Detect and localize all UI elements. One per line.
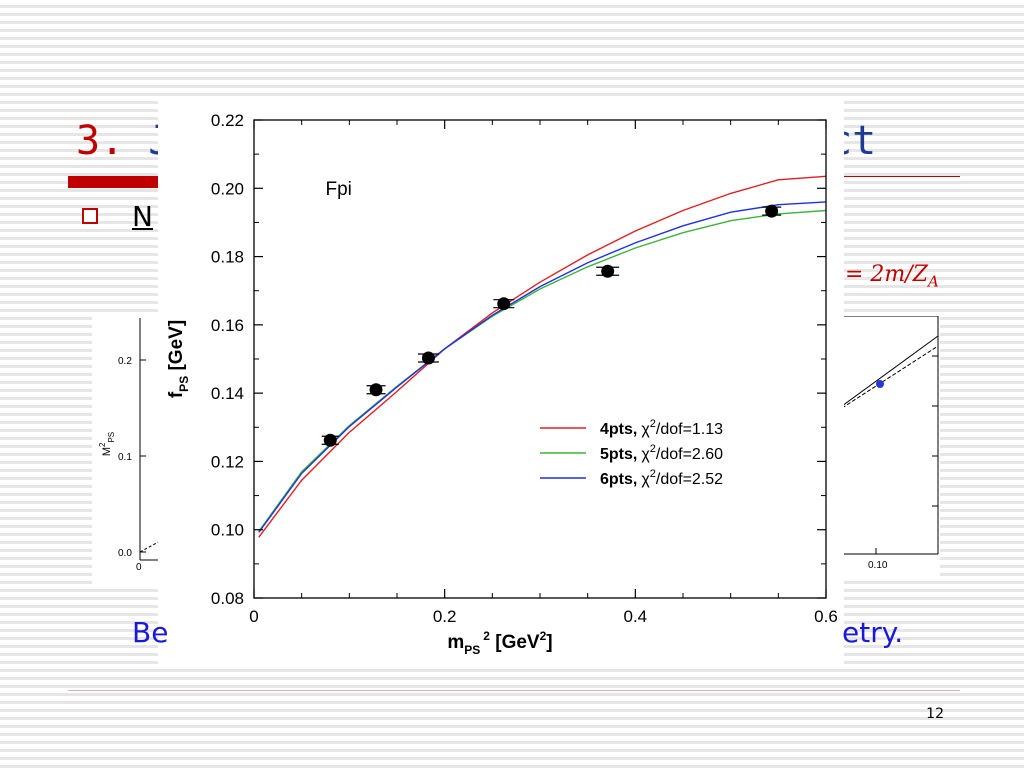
- fit-curves: [258, 175, 827, 538]
- x-axis-label-sup: 2: [483, 629, 490, 643]
- data-point: [601, 264, 615, 278]
- y-tick-label: 0.08: [211, 589, 244, 608]
- background-plot-left-svg: 0.2 0.1 0.0 0 M2PS: [98, 318, 163, 573]
- x-axis-label: mPS2 [GeV2]: [447, 629, 552, 657]
- fit-curve-line: [258, 175, 827, 538]
- main-chart: 0.08 0.10 0.12 0.14 0.16 0.18 0.20 0.22 0 0.2 0.4 0…: [158, 98, 844, 664]
- x-axis-label-sub: PS: [464, 643, 480, 657]
- x-axis-label-unit-sup: 2: [540, 629, 547, 643]
- legend: 4pts, χ2/dof=1.13 5pts, χ2/dof=2.60 6pts, χ2/…: [540, 418, 723, 488]
- bg-left-ytick-label: 0.0: [118, 548, 132, 559]
- bottom-text-end: etry.: [842, 616, 904, 649]
- background-plot-left: 0.2 0.1 0.0 0 M2PS: [92, 312, 163, 584]
- fps-vs-mps2-chart: 0.08 0.10 0.12 0.14 0.16 0.18 0.20 0.22 0 0.2 0.4 0…: [166, 111, 838, 657]
- chart-annotation: Fpi: [326, 179, 352, 200]
- bg-left-ylabel-text: M2PS: [98, 432, 116, 456]
- bg-right-point: [876, 380, 884, 388]
- y-axis-label-group: fPS [GeV]: [166, 320, 191, 398]
- background-plot-right: 0.10: [841, 315, 940, 580]
- data-point: [765, 204, 779, 218]
- bg-right-solid-line: [841, 335, 939, 407]
- data-points: [321, 204, 782, 447]
- page-number: 12: [926, 706, 944, 722]
- y-tick-label: 0.14: [211, 384, 244, 403]
- x-axis-label-unit-end: ]: [546, 632, 552, 653]
- x-tick-label: 0: [249, 607, 258, 626]
- bg-right-xtick-label: 0.10: [868, 560, 888, 571]
- x-tick-label: 0.2: [433, 607, 457, 626]
- slide-title-number: 3.: [76, 118, 125, 164]
- y-tick-label: 0.10: [211, 521, 244, 540]
- y-tick-label: 0.22: [211, 111, 244, 130]
- bottom-text-start: Be: [132, 616, 169, 649]
- data-point: [421, 351, 435, 365]
- data-point: [323, 433, 337, 447]
- y-axis-label: fPS [GeV]: [166, 320, 191, 398]
- x-tick-label: 0.4: [624, 607, 648, 626]
- axis-ticks: 0.08 0.10 0.12 0.14 0.16 0.18 0.20 0.22 0 0.2 0.4 0…: [211, 111, 838, 626]
- y-axis-label-base: f: [166, 391, 187, 398]
- y-axis-label-sub: PS: [177, 376, 191, 392]
- y-tick-label: 0.16: [211, 316, 244, 335]
- fit-curve-line: [258, 201, 827, 533]
- footer-rule: [68, 690, 960, 691]
- x-tick-label: 0.6: [814, 607, 838, 626]
- formula: = 2m/ZA: [845, 262, 939, 290]
- fit-curve-line: [258, 209, 827, 532]
- bg-left-ytick-label: 0.1: [118, 452, 132, 463]
- x-axis-label-base: m: [447, 632, 464, 653]
- bg-left-ytick-label: 0.2: [118, 356, 132, 367]
- background-plot-right-svg: 0.10: [841, 315, 939, 571]
- data-point: [497, 297, 511, 311]
- bullet-text: N: [132, 200, 153, 233]
- legend-label: 6pts, χ2/dof=2.52: [600, 468, 723, 488]
- formula-text: = 2m/Z: [845, 262, 928, 287]
- legend-label: 4pts, χ2/dof=1.13: [600, 418, 723, 438]
- bg-right-dashed-line: [841, 345, 939, 409]
- y-tick-label: 0.12: [211, 452, 244, 471]
- data-point: [369, 383, 383, 397]
- y-tick-label: 0.18: [211, 248, 244, 267]
- bullet-square-icon: [82, 208, 98, 224]
- title-rule: [840, 176, 960, 177]
- formula-subscript: A: [927, 272, 939, 291]
- bg-left-xtick-label: 0: [136, 562, 142, 573]
- y-tick-label: 0.20: [211, 179, 244, 198]
- x-axis-label-unit: [GeV: [490, 632, 540, 653]
- legend-label: 5pts, χ2/dof=2.60: [600, 443, 723, 463]
- bg-left-ylabel: M2PS: [98, 432, 116, 456]
- y-axis-label-unit: [GeV]: [166, 320, 187, 376]
